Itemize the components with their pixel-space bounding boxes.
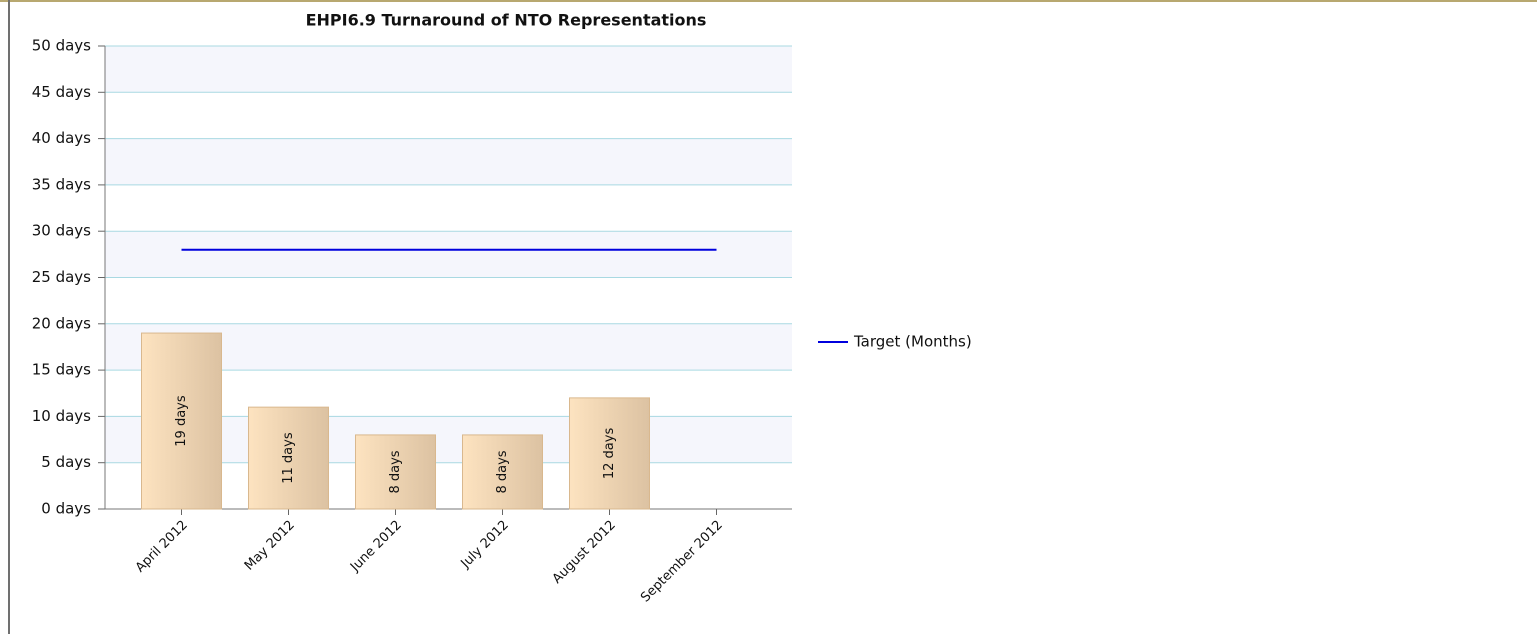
value-label: 12 days	[602, 428, 617, 480]
y-tick-label: 5 days	[41, 453, 91, 471]
x-tick-label: July 2012	[458, 518, 512, 572]
value-label: 19 days	[174, 395, 189, 447]
y-tick-label: 35 days	[32, 175, 91, 193]
bar	[248, 406, 329, 510]
value-label: 8 days	[388, 450, 403, 493]
value-label: 8 days	[495, 450, 510, 493]
frame-left	[8, 0, 10, 634]
x-tick-label: April 2012	[133, 518, 191, 576]
y-tick-label: 0 days	[41, 500, 91, 518]
legend-label: Target (Months)	[853, 333, 972, 351]
bar	[569, 397, 650, 510]
y-tick-label: 40 days	[32, 129, 91, 147]
x-tick-label: September 2012	[638, 518, 726, 606]
bar	[462, 434, 543, 510]
x-tick-label: June 2012	[347, 518, 405, 576]
grid-band	[105, 46, 792, 93]
y-tick-label: 45 days	[32, 83, 91, 101]
y-tick-label: 20 days	[32, 314, 91, 332]
y-tick-label: 25 days	[32, 268, 91, 286]
x-tick-label: May 2012	[242, 518, 298, 574]
grid-band	[105, 138, 792, 185]
y-tick-label: 50 days	[32, 37, 91, 55]
grid-band	[105, 231, 792, 278]
value-label: 11 days	[281, 432, 296, 484]
chart-title: EHPI6.9 Turnaround of NTO Representation…	[306, 11, 707, 30]
bar	[355, 434, 436, 510]
y-tick-label: 15 days	[32, 361, 91, 379]
y-tick-label: 10 days	[32, 407, 91, 425]
frame-top	[0, 0, 1537, 2]
bar	[141, 332, 222, 510]
x-tick-label: August 2012	[550, 518, 619, 587]
y-tick-label: 30 days	[32, 222, 91, 240]
